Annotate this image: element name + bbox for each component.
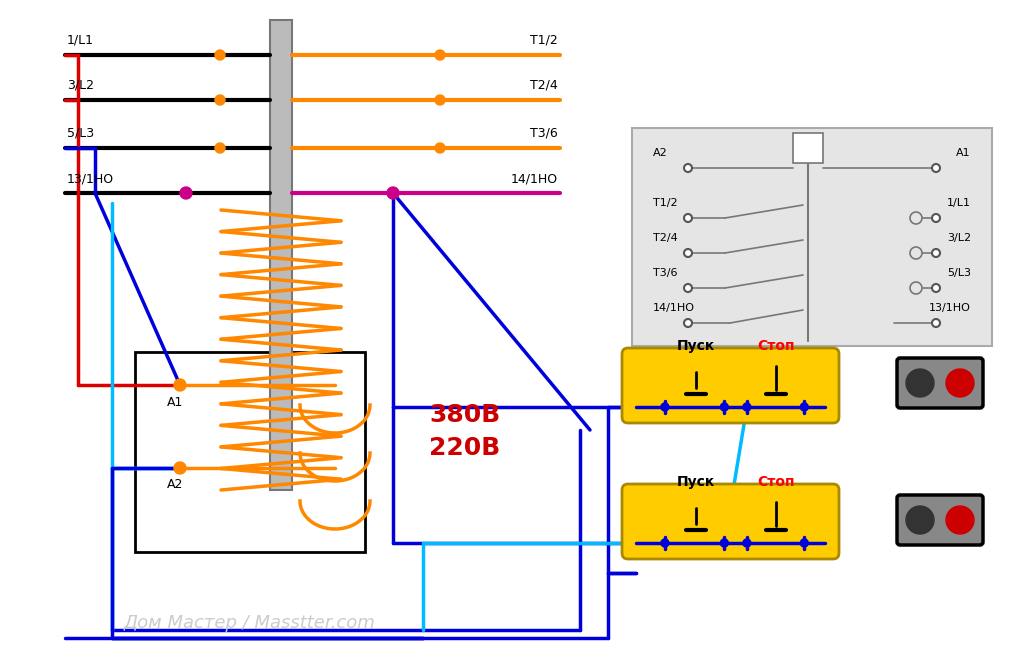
Circle shape — [910, 282, 922, 294]
Bar — [632, 128, 992, 346]
Bar — [793, 133, 823, 163]
Circle shape — [932, 164, 940, 172]
Text: T1/2: T1/2 — [530, 34, 558, 46]
Text: Стоп: Стоп — [756, 475, 794, 489]
FancyBboxPatch shape — [897, 358, 983, 408]
Circle shape — [946, 369, 974, 397]
Text: Пуск: Пуск — [676, 475, 715, 489]
Text: A2: A2 — [167, 478, 184, 492]
Circle shape — [387, 187, 399, 199]
Text: 14/1НО: 14/1НО — [653, 303, 695, 313]
Text: Пуск: Пуск — [676, 339, 715, 353]
Circle shape — [174, 379, 186, 391]
Circle shape — [661, 539, 669, 547]
Circle shape — [800, 539, 808, 547]
Circle shape — [684, 319, 692, 327]
Circle shape — [215, 95, 225, 105]
Circle shape — [932, 284, 940, 292]
Text: 220В: 220В — [429, 436, 501, 460]
FancyBboxPatch shape — [622, 348, 839, 423]
Text: 1/L1: 1/L1 — [947, 198, 971, 208]
Bar — [135, 352, 365, 552]
Circle shape — [215, 50, 225, 60]
Text: 14/1НО: 14/1НО — [511, 172, 558, 185]
Text: 13/1НО: 13/1НО — [67, 172, 115, 185]
Circle shape — [684, 164, 692, 172]
Text: Дом Мастер / Masstter.com: Дом Мастер / Masstter.com — [124, 614, 376, 632]
Circle shape — [743, 403, 751, 411]
Circle shape — [906, 369, 934, 397]
Text: A1: A1 — [167, 395, 184, 409]
Circle shape — [684, 284, 692, 292]
Circle shape — [684, 249, 692, 257]
Circle shape — [910, 247, 922, 259]
Circle shape — [435, 50, 445, 60]
Text: T1/2: T1/2 — [653, 198, 677, 208]
Text: T2/4: T2/4 — [530, 79, 558, 92]
Text: A2: A2 — [653, 148, 668, 158]
Circle shape — [743, 539, 751, 547]
Text: 380В: 380В — [429, 403, 501, 427]
Text: 3/L2: 3/L2 — [67, 79, 94, 92]
FancyBboxPatch shape — [897, 495, 983, 545]
Circle shape — [720, 403, 728, 411]
Circle shape — [910, 212, 922, 224]
Circle shape — [215, 143, 225, 153]
Circle shape — [800, 403, 808, 411]
Circle shape — [720, 539, 728, 547]
FancyBboxPatch shape — [622, 484, 839, 559]
Circle shape — [435, 143, 445, 153]
Text: Стоп: Стоп — [756, 339, 794, 353]
Circle shape — [932, 214, 940, 222]
Text: 13/1НО: 13/1НО — [929, 303, 971, 313]
Circle shape — [180, 187, 192, 199]
Text: T3/6: T3/6 — [530, 127, 558, 139]
Circle shape — [906, 506, 934, 534]
Bar — [270, 20, 292, 490]
Circle shape — [174, 462, 186, 474]
Text: 5/L3: 5/L3 — [947, 268, 971, 278]
Text: 3/L2: 3/L2 — [947, 233, 971, 243]
Text: A1: A1 — [956, 148, 971, 158]
Circle shape — [932, 319, 940, 327]
Circle shape — [684, 214, 692, 222]
Circle shape — [435, 95, 445, 105]
Circle shape — [932, 249, 940, 257]
Text: T3/6: T3/6 — [653, 268, 677, 278]
Circle shape — [946, 506, 974, 534]
Circle shape — [661, 403, 669, 411]
Text: 1/L1: 1/L1 — [67, 34, 94, 46]
Text: 5/L3: 5/L3 — [67, 127, 94, 139]
Text: T2/4: T2/4 — [653, 233, 677, 243]
